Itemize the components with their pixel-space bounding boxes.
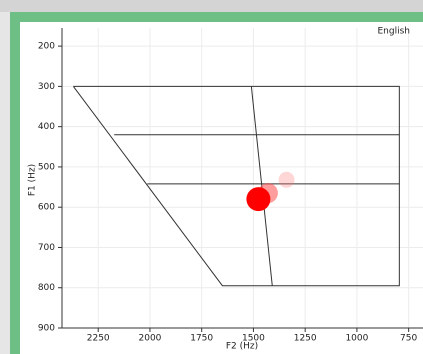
y-tick-label: 500 [38, 162, 55, 172]
y-tick-label: 700 [38, 243, 55, 253]
x-axis-label: F2 (Hz) [226, 342, 258, 352]
vowel-point [246, 187, 271, 212]
top-strip [0, 0, 423, 12]
x-tick-label: 1750 [190, 334, 213, 344]
plot: 200 300 400 500 600 700 800 900 2250 2000 1750 1500… [38, 28, 423, 344]
y-tick-label: 900 [38, 324, 55, 334]
y-tick-label: 200 [38, 42, 55, 52]
x-tick-label: 1250 [294, 334, 317, 344]
x-tick-label: 2250 [87, 334, 110, 344]
x-tick-label: 1500 [242, 334, 265, 344]
x-tick-label: 2000 [139, 334, 162, 344]
y-tick-label: 300 [38, 82, 55, 92]
y-axis-label: F1 (Hz) [28, 164, 38, 196]
vowel-space-line [72, 85, 400, 287]
y-tick-label: 600 [38, 203, 55, 213]
language-label: English [378, 27, 411, 37]
y-tick-label: 400 [38, 122, 55, 132]
vowel-point [278, 171, 295, 188]
x-tick-label: 1000 [345, 334, 368, 344]
y-tick-label: 800 [38, 283, 55, 293]
x-tick-label: 750 [400, 334, 417, 344]
panel [20, 22, 423, 354]
